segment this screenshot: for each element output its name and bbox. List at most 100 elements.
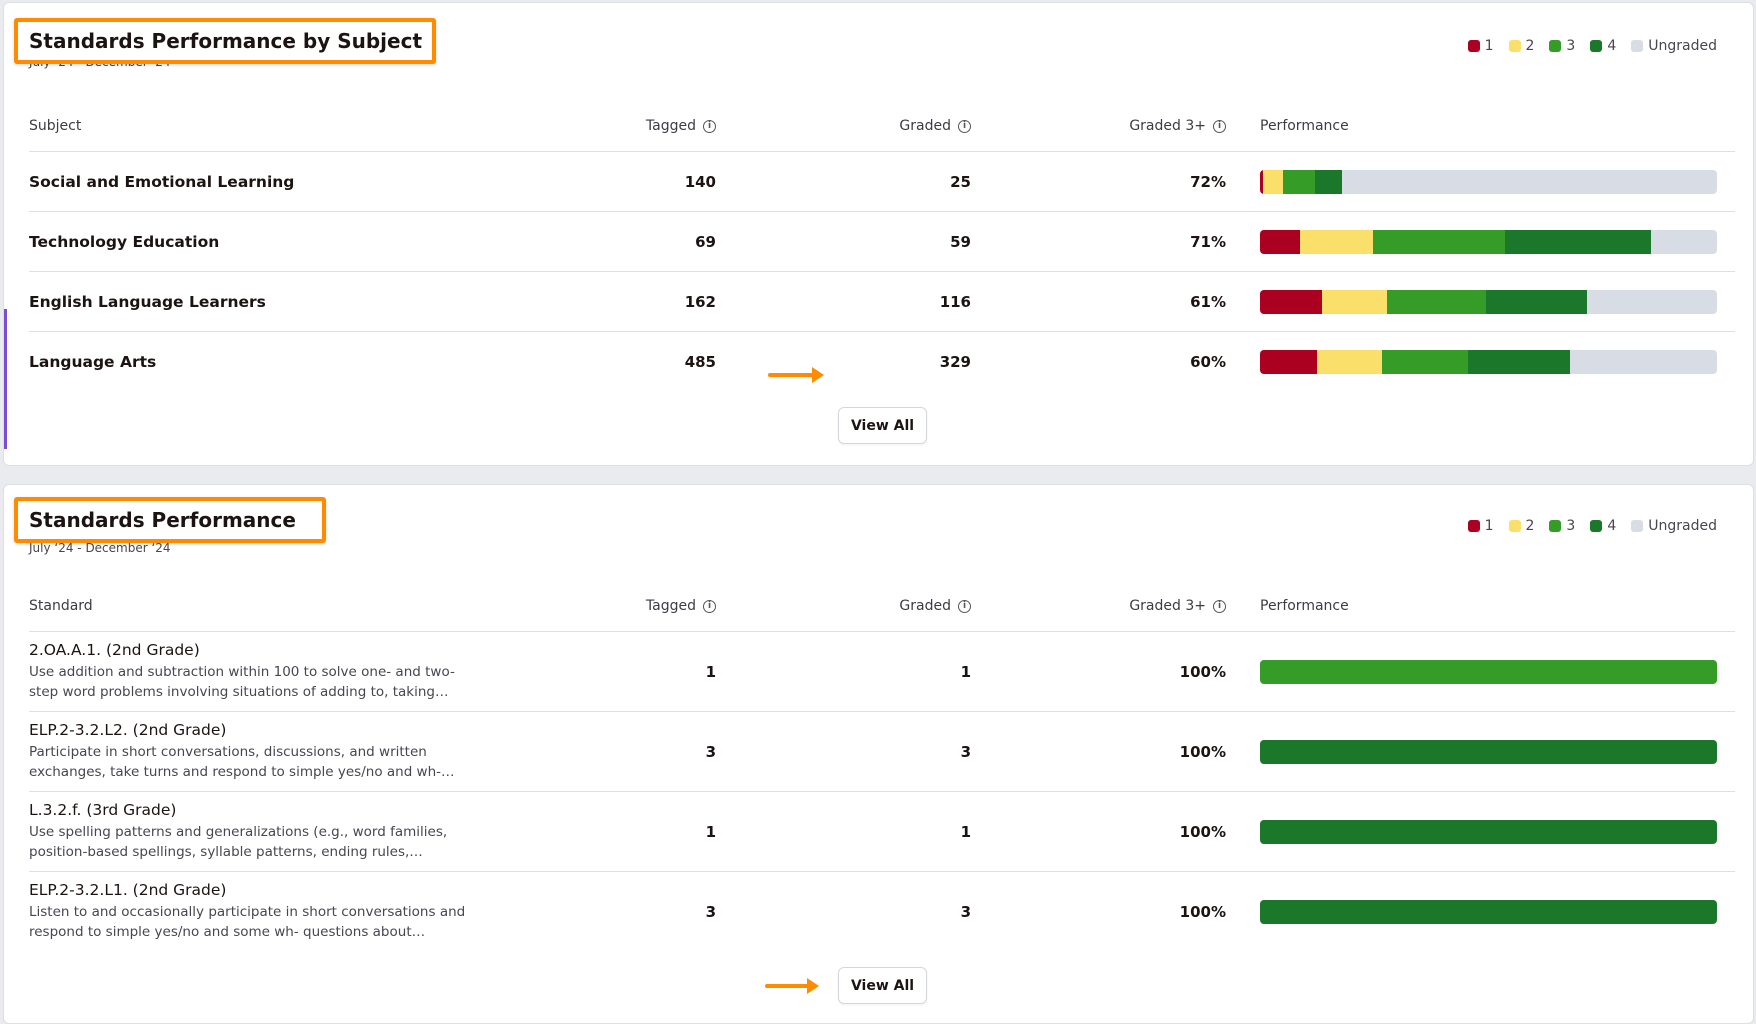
info-icon[interactable]: i <box>1213 119 1226 133</box>
tagged-count: 162 <box>684 292 716 311</box>
legend-item: 3 <box>1549 518 1575 534</box>
bar-segment-level-2[interactable] <box>1299 229 1373 254</box>
table-header: Standard Tagged i Graded i Graded 3+ i Perf… <box>29 581 1735 632</box>
info-icon[interactable]: i <box>1213 599 1226 613</box>
view-all-button[interactable]: View All <box>838 967 927 1004</box>
bar-segment-level-4[interactable] <box>1260 739 1717 764</box>
tagged-count: 485 <box>684 352 716 371</box>
bar-segment-level-4[interactable] <box>1260 819 1717 844</box>
bar-segment-level-1[interactable] <box>1260 229 1300 254</box>
subject-name: Language Arts <box>29 352 157 371</box>
graded3-percent: 72% <box>1190 172 1226 191</box>
table-row[interactable]: ELP.2-3.2.L1. (2nd Grade) Listen to and o… <box>29 872 1735 951</box>
standard-code: ELP.2-3.2.L2. (2nd Grade) <box>29 721 227 739</box>
header-performance: Performance <box>1260 598 1349 614</box>
card-title: Standards Performance <box>29 508 296 532</box>
graded3-percent: 100% <box>1179 662 1226 681</box>
standard-info: 2.OA.A.1. (2nd Grade) Use addition and su… <box>29 641 549 702</box>
legend-label: 2 <box>1525 38 1535 54</box>
table-row[interactable]: Language Arts 485 329 60% <box>29 332 1735 391</box>
bar-segment-level-1[interactable] <box>1260 289 1323 314</box>
graded3-percent: 71% <box>1190 232 1226 251</box>
performance-bar[interactable] <box>1260 899 1717 924</box>
performance-bar[interactable] <box>1260 349 1717 374</box>
info-icon[interactable]: i <box>703 119 716 133</box>
info-icon[interactable]: i <box>703 599 716 613</box>
date-range: July ‘24 - December ‘24 <box>29 541 171 555</box>
standard-code: ELP.2-3.2.L1. (2nd Grade) <box>29 881 227 899</box>
bar-segment-level-2[interactable] <box>1316 349 1383 374</box>
legend-label: 1 <box>1484 518 1494 534</box>
legend-label: 1 <box>1484 38 1494 54</box>
subject-performance-card: July ‘24 - December ‘24 Standards Perfor… <box>3 2 1754 466</box>
bar-segment-level-3[interactable] <box>1372 229 1506 254</box>
table-row[interactable]: English Language Learners 162 116 61% <box>29 272 1735 332</box>
graded-count: 3 <box>960 742 971 761</box>
performance-bar[interactable] <box>1260 289 1717 314</box>
graded3-percent: 60% <box>1190 352 1226 371</box>
bar-segment-level-2[interactable] <box>1263 169 1283 194</box>
header-graded3: Graded 3+ i <box>971 118 1226 134</box>
standard-description: Participate in short conversations, disc… <box>29 744 455 780</box>
legend-label: 2 <box>1525 518 1535 534</box>
graded3-percent: 100% <box>1179 822 1226 841</box>
bar-segment-level-3[interactable] <box>1386 289 1486 314</box>
table-row[interactable]: ELP.2-3.2.L2. (2nd Grade) Participate in … <box>29 712 1735 792</box>
legend-item: 2 <box>1508 38 1535 54</box>
legend-label: 4 <box>1607 38 1617 54</box>
legend-swatch <box>1549 520 1562 532</box>
bar-segment-level-2[interactable] <box>1322 289 1387 314</box>
table-row[interactable]: Social and Emotional Learning 140 25 72% <box>29 152 1735 212</box>
legend: 1 2 3 4 Ungraded <box>1453 38 1717 54</box>
legend-swatch <box>1631 40 1644 52</box>
performance-bar[interactable] <box>1260 169 1717 194</box>
arrow-annotation <box>765 978 819 994</box>
bar-segment-level-4[interactable] <box>1505 229 1651 254</box>
tagged-count: 3 <box>705 742 716 761</box>
table-row[interactable]: 2.OA.A.1. (2nd Grade) Use addition and su… <box>29 632 1735 712</box>
bar-segment-level-3[interactable] <box>1282 169 1316 194</box>
legend-swatch <box>1467 40 1480 52</box>
legend-item: 3 <box>1549 38 1575 54</box>
performance-bar[interactable] <box>1260 819 1717 844</box>
standard-description: Use addition and subtraction within 100 … <box>29 664 455 700</box>
bar-segment-level-3[interactable] <box>1260 659 1717 684</box>
legend-item: 4 <box>1590 38 1616 54</box>
header-subject: Subject <box>29 118 82 134</box>
graded-count: 1 <box>960 662 971 681</box>
performance-bar[interactable] <box>1260 739 1717 764</box>
standard-description: Use spelling patterns and generalization… <box>29 824 448 860</box>
graded3-percent: 100% <box>1179 742 1226 761</box>
performance-bar[interactable] <box>1260 229 1717 254</box>
header-standard: Standard <box>29 598 93 614</box>
subject-table: Subject Tagged i Graded i Graded 3+ i Perfo… <box>29 101 1735 391</box>
standard-code: 2.OA.A.1. (2nd Grade) <box>29 641 200 659</box>
table-row[interactable]: Technology Education 69 59 71% <box>29 212 1735 272</box>
standard-description: Listen to and occasionally participate i… <box>29 904 466 940</box>
table-row[interactable]: L.3.2.f. (3rd Grade) Use spelling pattern… <box>29 792 1735 872</box>
bar-segment-level-4[interactable] <box>1315 169 1342 194</box>
legend-item: 4 <box>1590 518 1616 534</box>
bar-segment-level-1[interactable] <box>1260 349 1317 374</box>
view-all-button[interactable]: View All <box>838 407 927 444</box>
tagged-count: 1 <box>705 822 716 841</box>
info-icon[interactable]: i <box>958 599 971 613</box>
graded-count: 329 <box>939 352 971 371</box>
info-icon[interactable]: i <box>958 119 971 133</box>
bar-segment-level-4[interactable] <box>1485 289 1588 314</box>
tagged-count: 1 <box>705 662 716 681</box>
performance-bar[interactable] <box>1260 659 1717 684</box>
graded-count: 25 <box>950 172 971 191</box>
bar-segment-level-4[interactable] <box>1468 349 1570 374</box>
bar-segment-level-4[interactable] <box>1260 899 1717 924</box>
header-performance: Performance <box>1260 118 1349 134</box>
header-graded: Graded i <box>716 598 971 614</box>
tagged-count: 69 <box>695 232 716 251</box>
legend-swatch <box>1631 520 1644 532</box>
legend-item: 2 <box>1508 518 1535 534</box>
legend-item: 1 <box>1467 38 1494 54</box>
bar-segment-level-3[interactable] <box>1382 349 1469 374</box>
arrow-annotation <box>768 367 824 383</box>
bar-segment-level-1[interactable] <box>1260 169 1264 194</box>
highlight-box: Standards Performance by Subject <box>14 18 437 64</box>
